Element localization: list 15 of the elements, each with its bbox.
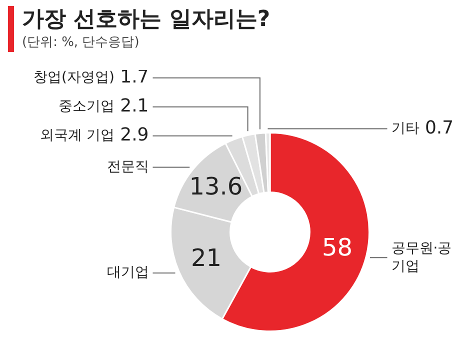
data-label: 58	[322, 234, 353, 262]
data-label: 13.6	[189, 172, 243, 201]
slice-label: 공무원·공기업	[391, 240, 452, 274]
slice-label: 전문직	[106, 158, 149, 175]
chart-title: 가장 선호하는 일자리는?	[22, 6, 270, 34]
data-label: 0.7	[419, 117, 454, 138]
slice-label: 기타	[391, 120, 420, 136]
chart-subtitle: (단위: %, 단수응답)	[22, 34, 140, 52]
slice-label: 대기업	[106, 264, 149, 281]
data-label: 21	[190, 244, 222, 272]
slice-label: 창업(자영업)	[33, 70, 114, 86]
slice-label: 중소기업	[58, 98, 114, 115]
data-label: 2.1	[114, 96, 149, 117]
data-label: 2.9	[114, 124, 149, 146]
slice-label: 외국계 기업	[40, 128, 114, 144]
